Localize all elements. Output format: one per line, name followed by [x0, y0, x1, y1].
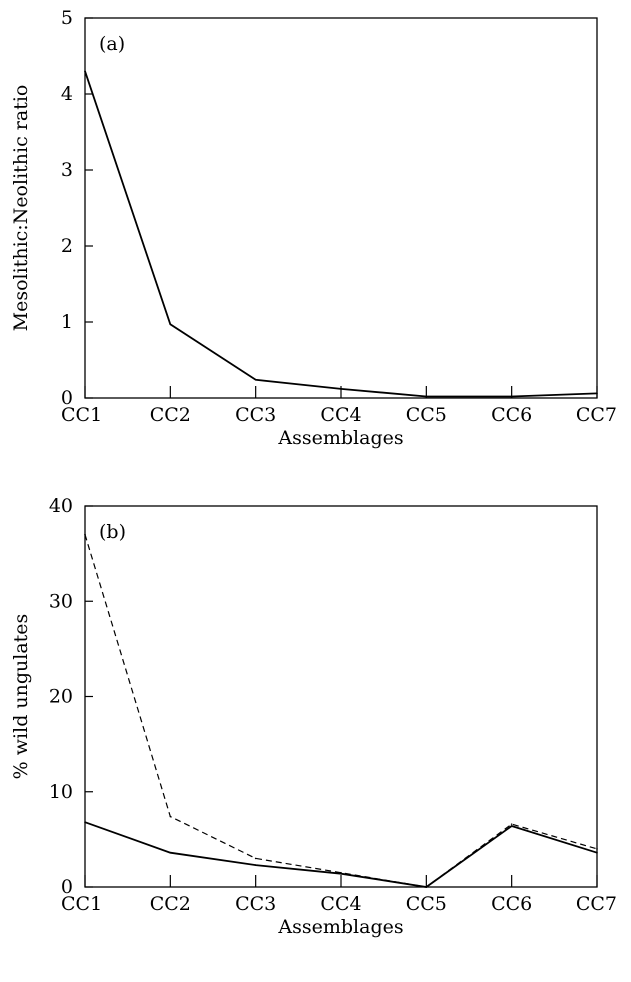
y-tick-label-a: 0 [61, 387, 73, 409]
x-axis-title-b: Assemblages [277, 916, 403, 938]
x-axis-title-a: Assemblages [277, 427, 403, 449]
x-tick-label-a: CC6 [491, 404, 532, 426]
data-point-b-dashed [254, 857, 257, 860]
data-point-a-solid [169, 323, 172, 326]
y-tick-label-a: 4 [61, 83, 73, 105]
x-tick-label-a: CC3 [235, 404, 276, 426]
y-tick-label-a: 3 [61, 159, 73, 181]
x-tick-label-a: CC5 [406, 404, 447, 426]
x-tick-label-b: CC2 [150, 893, 191, 915]
data-point-a-solid [510, 395, 513, 398]
plot-frame-b [84, 505, 598, 888]
y-axis-title-b: % wild ungulates [10, 614, 32, 780]
data-point-b-solid [169, 851, 172, 854]
y-tick-label-a: 2 [61, 235, 73, 257]
data-point-a-solid [596, 392, 598, 395]
y-tick-label-b: 30 [49, 590, 73, 612]
y-axis-title-a: Mesolithic:Neolithic ratio [10, 85, 32, 332]
data-point-b-dashed [510, 823, 513, 825]
y-tick-label-b: 10 [49, 781, 73, 803]
data-point-b-dashed [596, 848, 598, 850]
data-point-b-dashed [84, 533, 86, 536]
data-point-b-solid [254, 864, 257, 866]
x-tick-label-b: CC6 [491, 893, 532, 915]
x-tick-label-b: CC4 [320, 893, 361, 915]
x-tick-label-b: CC7 [576, 893, 617, 915]
x-tick-label-b: CC1 [61, 893, 102, 915]
data-point-a-solid [340, 388, 342, 390]
x-tick-label-b: CC5 [406, 893, 447, 915]
data-point-b-solid [596, 851, 598, 854]
data-point-b-dashed [340, 871, 342, 874]
y-tick-label-a: 5 [61, 7, 73, 29]
y-tick-label-b: 40 [49, 495, 73, 517]
x-tick-label-a: CC4 [320, 404, 361, 426]
series-line-a-solid [84, 70, 598, 398]
y-tick-label-b: 0 [61, 876, 73, 898]
data-point-a-solid [254, 378, 257, 381]
data-point-b-dashed [425, 886, 428, 888]
panel-label-a: (a) [99, 33, 125, 55]
series-line-b-dashed [84, 534, 598, 888]
y-tick-label-a: 1 [61, 311, 73, 333]
x-tick-label-a: CC7 [576, 404, 617, 426]
data-point-b-dashed [169, 815, 172, 818]
x-tick-label-b: CC3 [235, 893, 276, 915]
plot-frame-a [84, 17, 598, 399]
data-point-a-solid [84, 70, 86, 72]
x-tick-label-a: CC1 [61, 404, 102, 426]
y-tick-label-b: 20 [49, 686, 73, 708]
panel-label-b: (b) [99, 521, 126, 543]
data-point-a-solid [425, 395, 428, 398]
x-tick-label-a: CC2 [150, 404, 191, 426]
data-point-b-solid [510, 825, 513, 827]
data-point-b-solid [84, 821, 86, 824]
